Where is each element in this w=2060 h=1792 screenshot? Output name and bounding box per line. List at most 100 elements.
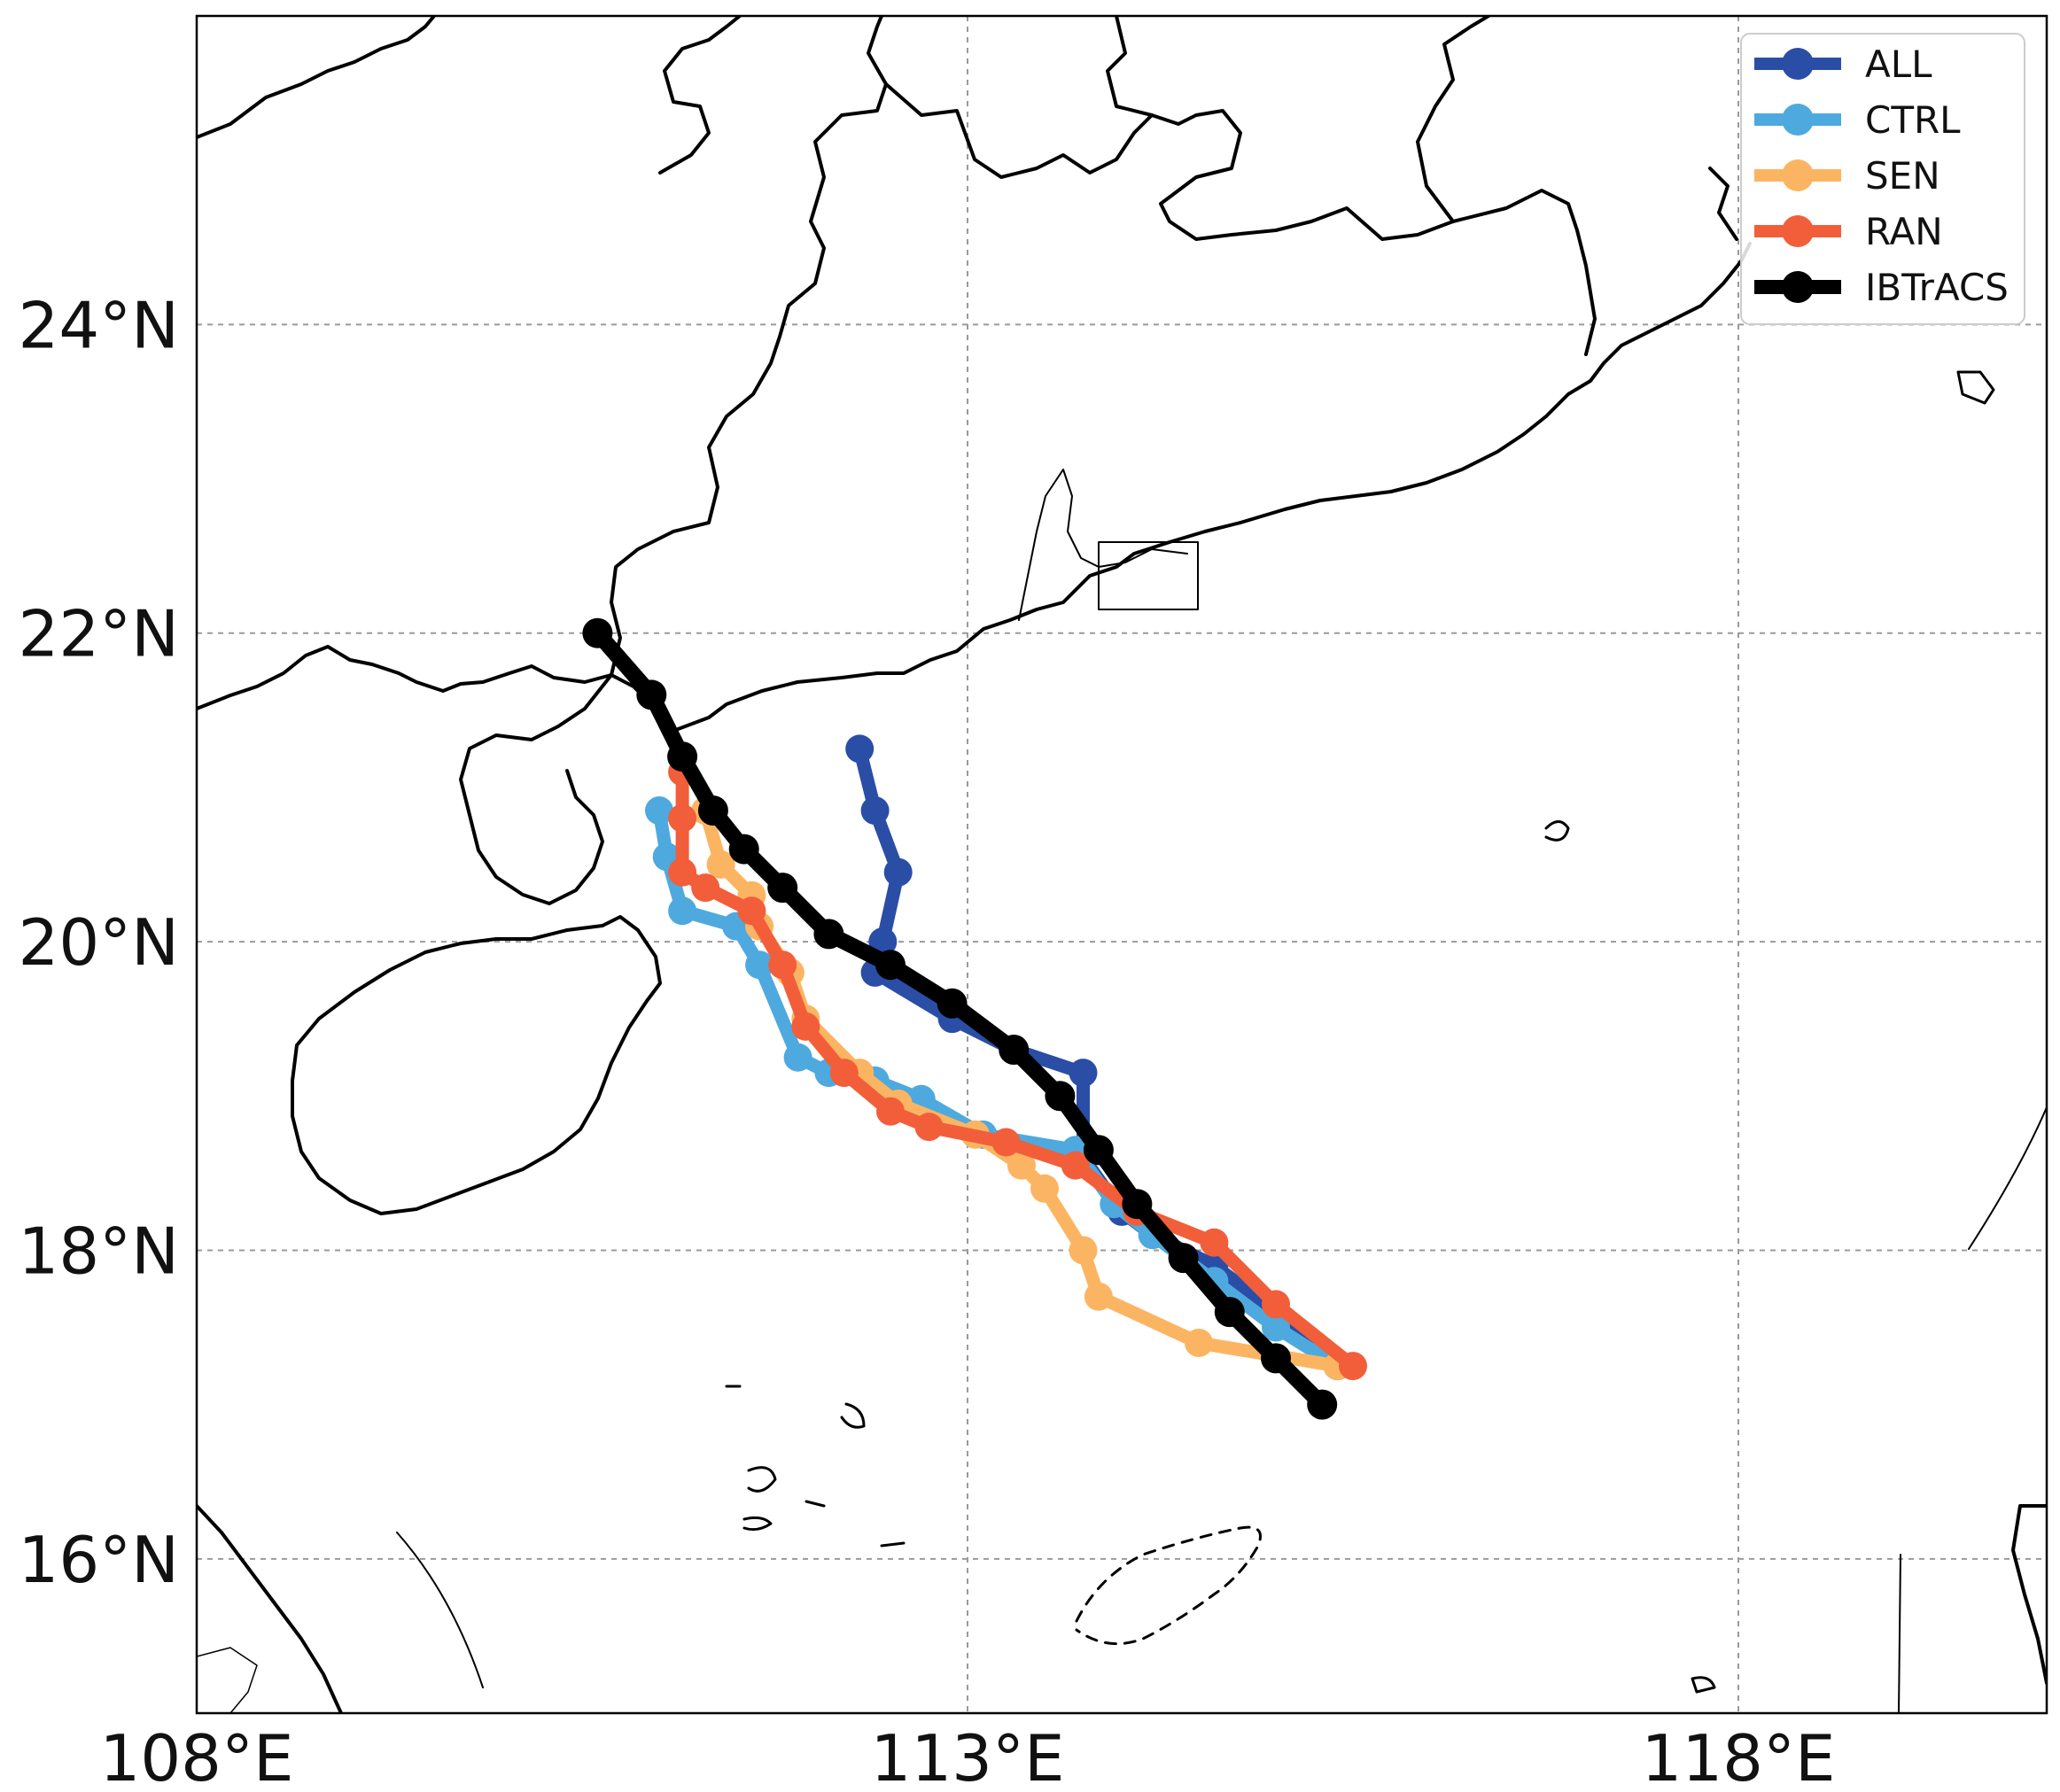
track-point	[1122, 1189, 1153, 1220]
track-point	[1262, 1313, 1290, 1342]
province-border-west	[197, 16, 436, 139]
y-tick-label: 24°N	[19, 288, 179, 362]
legend-box	[1740, 33, 2025, 325]
province-border-jiangxi	[1106, 16, 1154, 117]
legend: ALL CTRL SEN RAN IBTrACS	[1740, 33, 2025, 325]
legend-item-ibtracs: IBTrACS	[1754, 266, 2009, 309]
legend-label: IBTrACS	[1865, 266, 2009, 309]
vietnam-coast	[197, 1504, 343, 1713]
y-tick-label: 20°N	[19, 905, 179, 980]
x-axis-tick-labels: 108°E 113°E 118°E	[100, 1721, 1836, 1792]
hainan-island	[291, 915, 662, 1215]
track-point	[883, 857, 913, 887]
island-paracel-4	[742, 1516, 773, 1532]
map-content	[197, 16, 2047, 1713]
legend-item-ran: RAN	[1754, 210, 1943, 253]
track-point	[1168, 1243, 1199, 1274]
track-point	[991, 1128, 1021, 1157]
track-point	[1339, 1352, 1367, 1381]
x-tick-label: 113°E	[871, 1721, 1065, 1792]
track-point	[937, 988, 968, 1019]
track-point	[1262, 1290, 1290, 1319]
mainland-coastline	[197, 242, 1752, 733]
track-point	[697, 795, 728, 826]
philippines-edge	[2011, 1504, 2047, 1685]
track-point	[1214, 1297, 1245, 1328]
maritime-line-1	[396, 1532, 484, 1688]
track-point	[1069, 1059, 1098, 1088]
island-east-cluster	[1956, 370, 1995, 405]
track-point	[1261, 1343, 1291, 1374]
vietnam-border	[197, 1647, 258, 1713]
y-tick-label: 22°N	[19, 597, 179, 671]
track-point	[1185, 1328, 1213, 1357]
legend-label: ALL	[1865, 43, 1932, 86]
island-paracel-5	[805, 1500, 826, 1508]
province-border-hunan	[884, 82, 1597, 356]
y-tick-label: 18°N	[19, 1214, 179, 1288]
macclesfield-bank	[1075, 1525, 1262, 1646]
hong-kong-box	[1098, 541, 1199, 610]
track-point	[1200, 1228, 1229, 1257]
pearl-river-delta	[1018, 469, 1188, 621]
legend-item-all: ALL	[1754, 43, 1932, 86]
track-point	[706, 850, 735, 879]
legend-label: CTRL	[1865, 98, 1961, 142]
track-ibtracs	[582, 617, 1338, 1420]
y-tick-label: 16°N	[19, 1523, 179, 1597]
track-point	[1045, 1081, 1076, 1112]
gridlines	[197, 16, 2047, 1713]
track-point	[875, 950, 906, 981]
track-point	[768, 950, 797, 980]
track-point	[668, 896, 697, 926]
island-paracel-3	[747, 1466, 777, 1493]
legend-item-sen: SEN	[1754, 154, 1940, 198]
island-south-right	[1691, 1676, 1716, 1694]
track-point	[636, 679, 667, 710]
province-border-east	[1708, 167, 1738, 241]
track-point	[829, 1059, 859, 1088]
track-point	[1084, 1282, 1113, 1311]
coastline-layer	[197, 16, 2047, 1713]
legend-swatch-marker	[1782, 48, 1814, 80]
maritime-line-2	[1898, 1554, 1901, 1713]
island-dongsha	[1544, 820, 1570, 842]
track-point	[645, 796, 673, 826]
track-point	[668, 803, 697, 833]
y-axis-tick-labels: 16°N 18°N 20°N 22°N 24°N	[19, 288, 179, 1596]
maritime-line-3	[1968, 1106, 2047, 1250]
track-point	[999, 1035, 1030, 1066]
province-border-guangxi	[610, 16, 888, 677]
track-point	[783, 1043, 812, 1072]
island-paracel-2	[840, 1402, 866, 1429]
legend-swatch-marker	[1782, 215, 1814, 247]
legend-label: SEN	[1865, 154, 1940, 198]
track-point	[691, 873, 720, 903]
track-point	[668, 857, 697, 887]
track-point	[845, 734, 875, 764]
legend-swatch-marker	[1782, 159, 1814, 191]
x-tick-label: 108°E	[100, 1721, 294, 1792]
province-border-north	[658, 16, 742, 175]
legend-item-ctrl: CTRL	[1754, 98, 1961, 142]
track-point	[1061, 1151, 1090, 1180]
track-point	[1307, 1389, 1338, 1420]
map-frame	[195, 14, 2048, 1715]
track-point	[876, 1097, 905, 1126]
x-tick-label: 118°E	[1642, 1721, 1836, 1792]
province-border-fujian	[1416, 16, 1490, 223]
leizhou-peninsula	[459, 673, 613, 905]
track-point	[767, 873, 798, 904]
track-point	[667, 741, 698, 772]
legend-items: ALL CTRL SEN RAN IBTrACS	[1754, 43, 2009, 309]
track-point	[582, 617, 613, 648]
track-point	[860, 796, 890, 826]
legend-swatch-marker	[1782, 104, 1814, 136]
track-point	[728, 834, 759, 865]
track-point	[791, 1012, 820, 1041]
track-point	[1007, 1151, 1036, 1180]
typhoon-tracks	[582, 617, 1367, 1420]
legend-label: RAN	[1865, 210, 1943, 253]
track-point	[737, 896, 766, 926]
